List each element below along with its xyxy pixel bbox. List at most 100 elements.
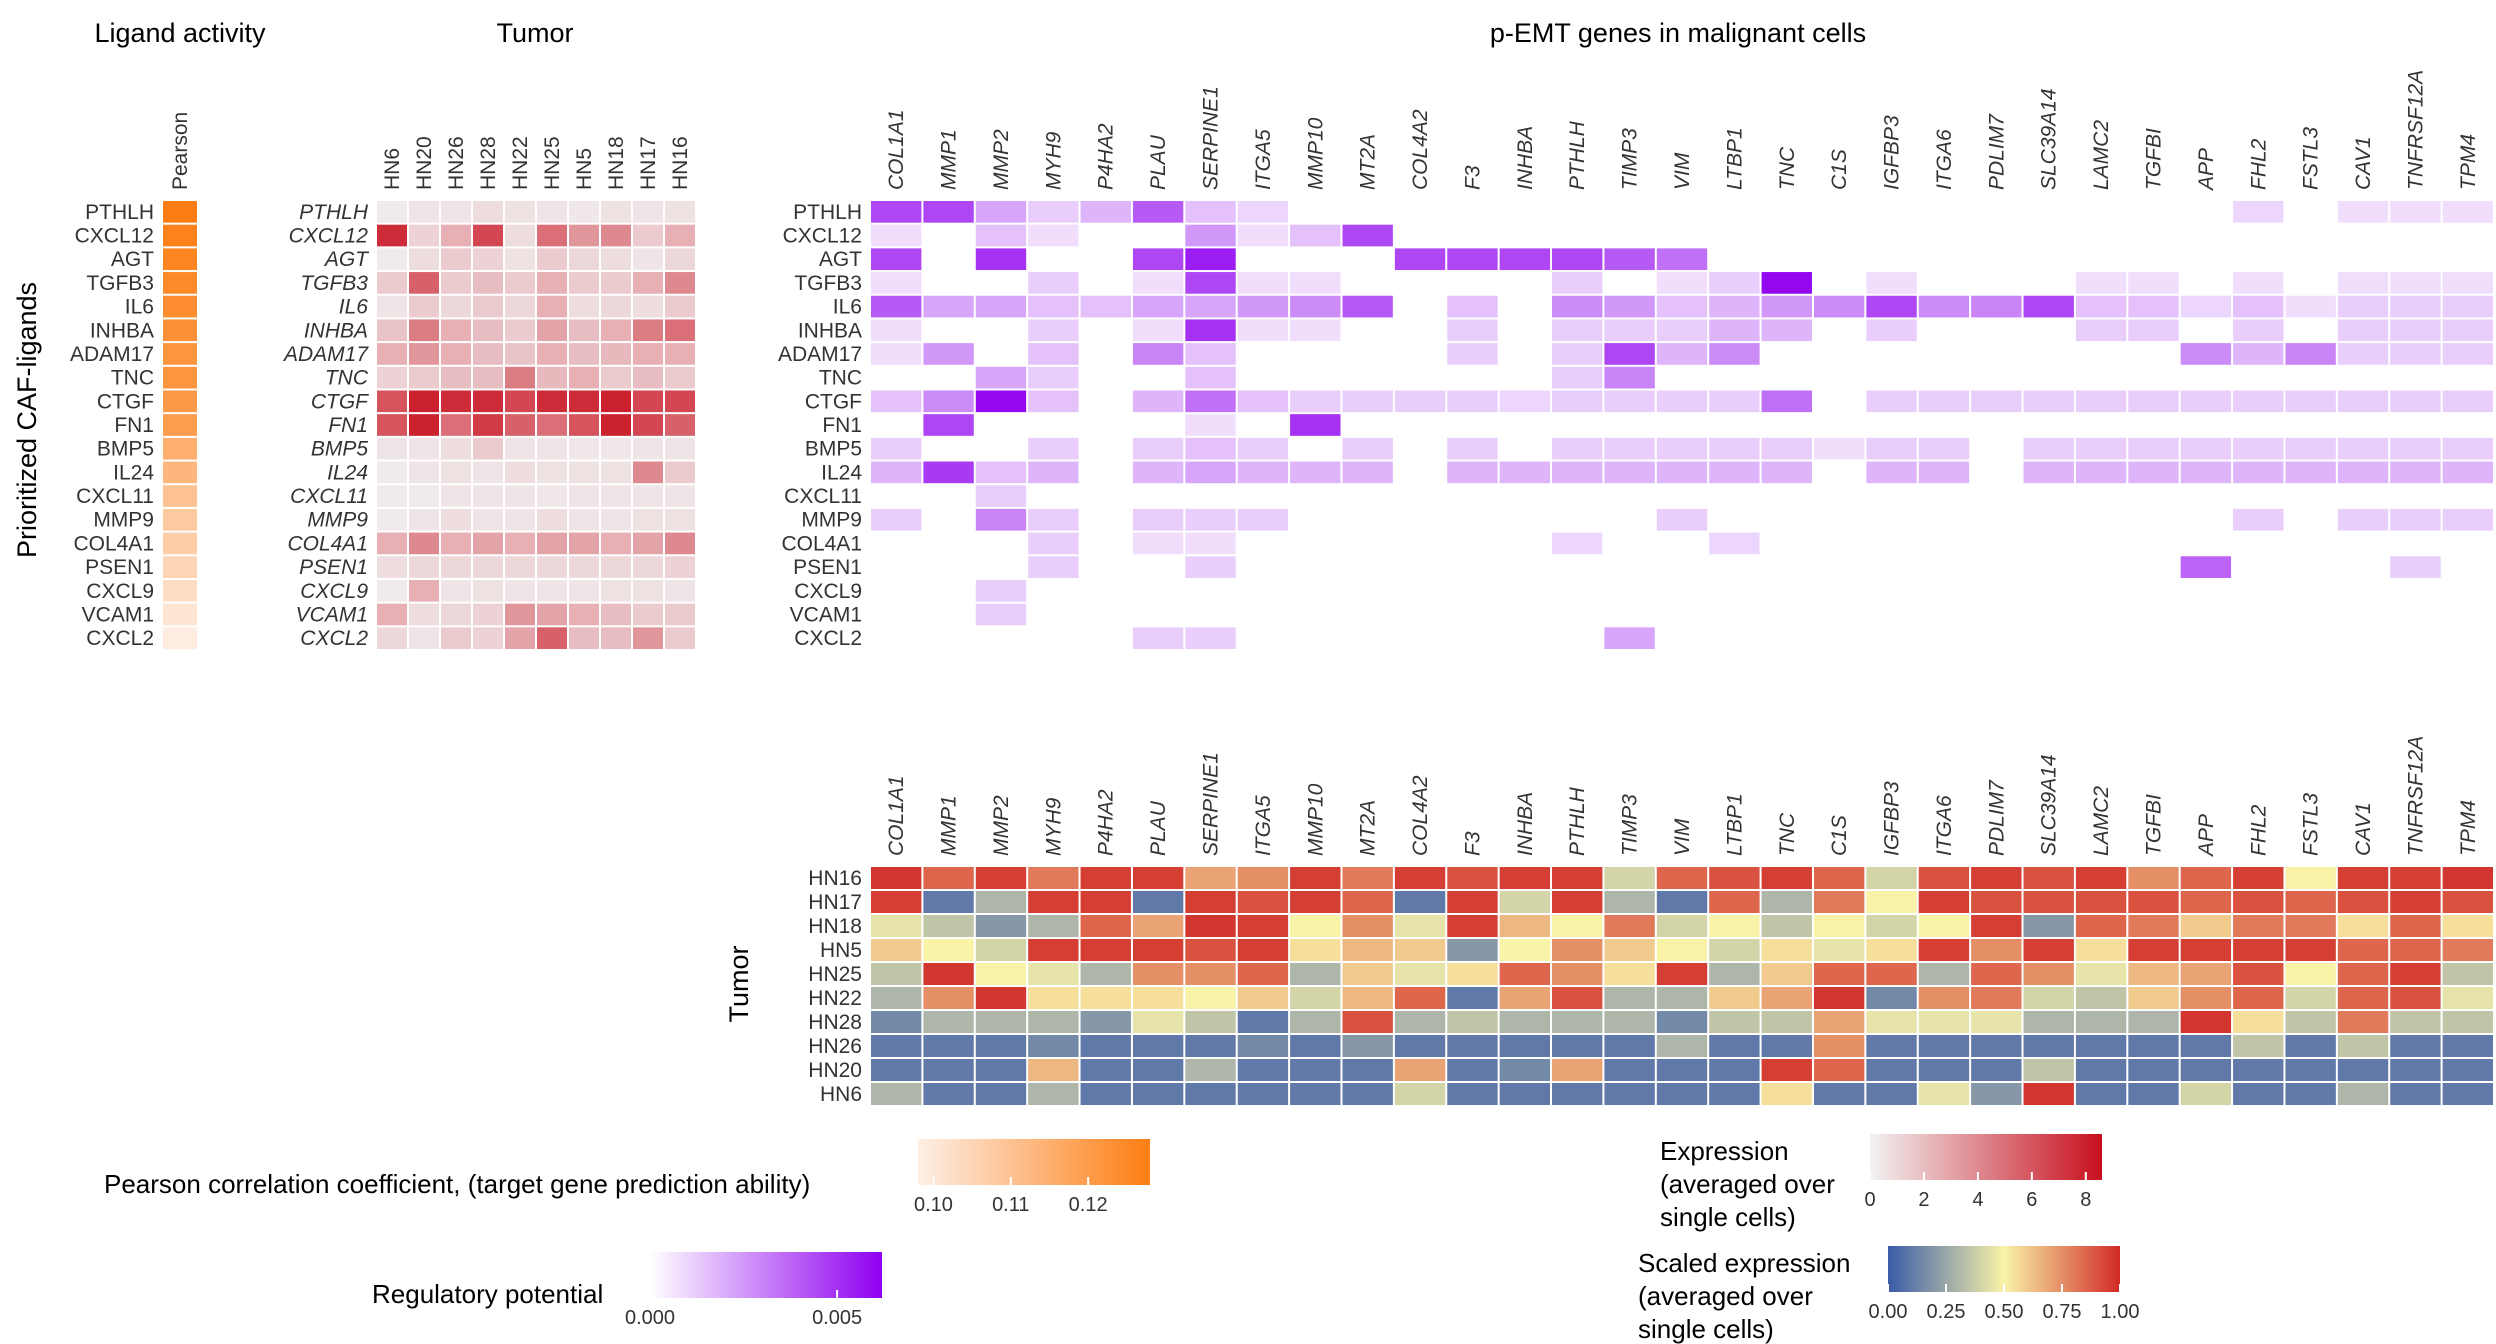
col-label-mmp2: MMP2 <box>990 795 1013 856</box>
col-label-ltbp1: LTBP1 <box>1723 793 1746 856</box>
cell-hn22-igfbp3 <box>1866 987 1917 1009</box>
cell-hn25-myh9 <box>1028 963 1079 985</box>
cell-bmp5-hn25 <box>537 437 567 460</box>
cell-fn1-hn6 <box>377 414 407 436</box>
cell-hn26-pdlim7 <box>1971 1035 2022 1057</box>
cell-bmp5-itga6 <box>1918 437 1970 460</box>
cell-vcam1-hn25 <box>537 603 567 626</box>
cell-hn5-cav1 <box>2337 939 2389 961</box>
cell-hn26-slc39a14 <box>2023 1035 2074 1057</box>
cell-fn1-hn26 <box>441 414 471 436</box>
cell-fn1-hn16 <box>665 414 695 436</box>
col-label-cav1: CAV1 <box>2352 802 2375 856</box>
cell-adam17-f3 <box>1447 343 1498 365</box>
col-label-c1s: C1S <box>1828 815 1851 856</box>
cell-pthlh-hn28 <box>473 201 503 223</box>
cell-pthlh-plau <box>1132 201 1184 223</box>
cell-hn26-ltbp1 <box>1709 1035 1760 1057</box>
cell-fn1-hn25 <box>537 414 567 436</box>
cell-inhba-lamc2 <box>2075 319 2127 342</box>
cell-hn28-ltbp1 <box>1709 1011 1760 1033</box>
cell-hn6-mt2a <box>1342 1083 1393 1105</box>
cell-il6-tnc <box>1761 295 1812 318</box>
cell-tgfb3-hn5 <box>569 272 599 294</box>
cell-inhba-col1a1 <box>871 319 922 342</box>
cell-hn16-vim <box>1656 867 1708 889</box>
cell-cxcl12-itga5 <box>1237 224 1289 247</box>
tick-label-1: 0.005 <box>812 1307 862 1329</box>
cell-hn28-plau <box>1132 1011 1184 1033</box>
row-label-il24: IL24 <box>113 461 154 484</box>
cell-tnc-hn22 <box>505 366 535 389</box>
cell-ctgf-col4a2 <box>1394 390 1446 413</box>
cell-cxcl2-pearson <box>163 627 197 649</box>
cell-hn6-plau <box>1132 1083 1184 1105</box>
cell-hn18-ltbp1 <box>1709 915 1760 937</box>
cell-hn20-tnc <box>1761 1059 1812 1081</box>
cell-hn25-mt2a <box>1342 963 1393 985</box>
y-axis-label-caf-ligands: Prioritized CAF-ligands <box>12 282 42 558</box>
cell-il24-myh9 <box>1028 461 1079 484</box>
cell-hn18-tgfbi <box>2128 915 2179 937</box>
cell-hn17-c1s <box>1813 891 1865 913</box>
cell-tgfb3-plau <box>1132 272 1184 294</box>
cell-hn6-pdlim7 <box>1971 1083 2022 1105</box>
tick-label-0: 0 <box>1864 1189 1875 1211</box>
cell-hn6-fstl3 <box>2285 1083 2336 1105</box>
row-label-tgfb3: TGFB3 <box>794 272 862 295</box>
col-label-igfbp3: IGFBP3 <box>1881 781 1904 856</box>
cell-hn25-mmp10 <box>1290 963 1341 985</box>
cell-hn20-fstl3 <box>2285 1059 2336 1081</box>
cell-hn6-serpine1 <box>1185 1083 1236 1105</box>
cell-bmp5-f3 <box>1447 437 1498 460</box>
cell-hn28-myh9 <box>1028 1011 1079 1033</box>
cell-hn22-lamc2 <box>2075 987 2127 1009</box>
cell-col4a1-serpine1 <box>1185 532 1236 555</box>
col-label-fstl3: FSTL3 <box>2300 793 2323 856</box>
cell-agt-hn22 <box>505 248 535 271</box>
cell-vcam1-hn16 <box>665 603 695 626</box>
cell-il24-slc39a14 <box>2023 461 2074 484</box>
cell-cxcl12-hn16 <box>665 224 695 247</box>
cell-cxcl11-hn20 <box>409 485 439 507</box>
cell-inhba-serpine1 <box>1185 319 1236 342</box>
cell-inhba-mmp10 <box>1290 319 1341 342</box>
cell-cxcl11-hn16 <box>665 485 695 507</box>
cell-hn26-fstl3 <box>2285 1035 2336 1057</box>
cell-hn28-inhba <box>1499 1011 1551 1033</box>
cell-hn17-pdlim7 <box>1971 891 2022 913</box>
tick-label-0: 0.000 <box>625 1307 675 1329</box>
cell-il24-app <box>2180 461 2232 484</box>
row-label-hn6: HN6 <box>820 1083 862 1106</box>
cell-hn16-ltbp1 <box>1709 867 1760 889</box>
cell-hn5-vim <box>1656 939 1708 961</box>
cell-hn17-tpm4 <box>2442 891 2493 913</box>
cell-tgfb3-tgfbi <box>2128 272 2179 294</box>
cell-hn18-igfbp3 <box>1866 915 1917 937</box>
cell-il6-plau <box>1132 295 1184 318</box>
cell-cxcl2-hn16 <box>665 627 695 649</box>
cell-hn16-itga5 <box>1237 867 1289 889</box>
cell-hn16-col1a1 <box>871 867 922 889</box>
col-label-hn18: HN18 <box>605 136 628 190</box>
col-label-hn20: HN20 <box>413 136 436 190</box>
cell-psen1-hn26 <box>441 556 471 578</box>
cell-agt-serpine1 <box>1185 248 1236 271</box>
cell-ctgf-hn6 <box>377 390 407 413</box>
cell-hn6-p4ha2 <box>1080 1083 1131 1105</box>
cell-tgfb3-tpm4 <box>2442 272 2493 294</box>
cell-vcam1-hn5 <box>569 603 599 626</box>
cell-il6-vim <box>1656 295 1708 318</box>
col-label-hn17: HN17 <box>637 136 660 190</box>
cell-hn17-itga5 <box>1237 891 1289 913</box>
cell-bmp5-fstl3 <box>2285 437 2336 460</box>
row-label-tgfb3: TGFB3 <box>86 272 154 295</box>
cell-hn17-f3 <box>1447 891 1498 913</box>
cell-hn18-app <box>2180 915 2232 937</box>
cell-hn22-fstl3 <box>2285 987 2336 1009</box>
cell-tgfb3-hn22 <box>505 272 535 294</box>
cell-vcam1-hn18 <box>601 603 631 626</box>
cell-vcam1-hn20 <box>409 603 439 626</box>
col-label-app: APP <box>2195 814 2218 858</box>
cell-hn5-mt2a <box>1342 939 1393 961</box>
